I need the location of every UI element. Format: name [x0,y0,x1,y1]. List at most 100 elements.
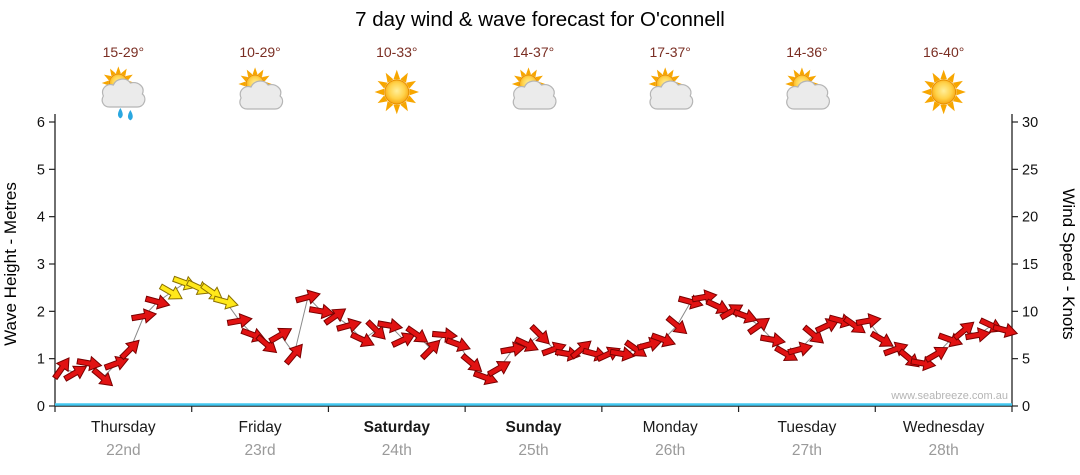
wind-arrow-shape [855,312,882,329]
day-name-label: Sunday [506,419,562,436]
sun-ray [261,75,270,82]
wind-arrow [255,334,278,354]
wind-arrow-shape [650,332,677,348]
left-axis-tick-label: 1 [37,352,45,368]
cloud-shape [786,80,830,110]
day-temperature-label: 14-36° [786,44,827,60]
day-name-label: Friday [239,419,282,436]
day-temperature-label: 16-40° [923,44,964,60]
wind-arrow [131,308,158,324]
wind-arrow [405,325,429,343]
wind-series-layer [52,275,1019,406]
wind-arrow-shape [802,324,825,344]
sun-ray [650,75,659,82]
wind-arrow-shape [336,317,362,334]
raindrop-icon [117,108,123,119]
day-date-label: 23rd [245,442,276,459]
sun-ray [667,69,674,78]
wind-arrow [377,317,404,334]
sun-ray [393,69,401,80]
wind-arrow-shape [952,321,975,341]
wind-arrow-shape [283,343,303,366]
wind-arrow-shape [295,289,321,305]
wind-arrow [349,331,375,348]
wind-arrow [814,318,840,334]
wind-arrow-shape [609,346,636,362]
sun-ray [947,72,955,83]
wind-arrow-shape [103,355,130,371]
wind-arrow [445,337,471,353]
wind-arrow-shape [747,317,771,336]
day-name-label: Monday [643,419,698,436]
sun-ray [804,69,811,78]
wind-arrow-shape [964,327,992,343]
wind-arrow [855,312,882,329]
left-axis-tick-label: 3 [37,257,45,273]
sun-ray [406,95,417,104]
sun-ray [115,66,121,74]
wind-arrow [119,339,140,361]
sun-ray [921,88,932,96]
wind-arrow-shape [486,361,511,378]
sun-icon [374,69,419,115]
cloud-shape [649,80,694,110]
wind-arrow [336,317,362,334]
wind-arrow [691,289,718,305]
sun-ray [110,68,116,77]
left-axis-tick-label: 0 [37,399,45,415]
sun-ray [377,80,388,89]
sun-ray [385,101,394,112]
cloud-shape [239,80,284,110]
right-axis-tick-label: 10 [1022,304,1038,320]
sun-disc [931,79,957,105]
sun-ray [808,75,817,82]
sun-ray [787,75,796,82]
wind-arrow-shape [91,367,114,387]
wind-arrow-shape [185,279,211,296]
cloud-shape [512,80,557,110]
watermark: www.seabreeze.com.au [890,390,1008,402]
weather-icons-layer: 15-29° 10-29° 10-33° 14-37° 17-37° 14-36° 16-4… [101,44,966,121]
wind-arrow [52,357,70,381]
cloud-shape [101,78,146,108]
sun-ray [952,80,963,89]
sun-ray [525,67,532,75]
wind-arrow-shape [377,317,404,334]
wind-arrow [609,346,636,362]
sun-ray [514,75,522,82]
day-temperature-label: 17-37° [650,44,691,60]
day-date-label: 25th [518,442,548,459]
wind-arrow-shape [390,332,416,348]
wind-arrow [869,330,894,347]
sun-disc [384,79,410,105]
sun-ray [409,88,419,96]
sun-ray [400,72,408,83]
sun-ray [393,104,401,115]
wind-arrow [964,327,992,343]
sun-ray [656,69,663,78]
wind-arrow-shape [52,357,70,381]
sun-ray [240,75,249,82]
right-axis-tick-label: 15 [1022,257,1038,273]
sun-ray [956,88,966,96]
sun-ray [374,88,385,96]
day-name-label: Tuesday [777,419,836,436]
wind-arrow [158,283,183,300]
day-date-label: 28th [929,442,959,459]
wind-arrow-shape [405,325,429,343]
sun-ray [793,69,800,78]
sun-ray [377,95,388,104]
wind-arrow-shape [732,308,759,324]
sun-ray [940,69,948,80]
sun-ray [924,80,935,89]
chart-title: 7 day wind & wave forecast for O'connell [355,8,725,31]
wind-arrow-shape [158,283,183,300]
cloud-icon [512,80,557,110]
wind-arrow-shape [445,337,471,353]
wind-arrow-shape [924,346,949,363]
wind-arrow-shape [213,294,239,310]
wind-arrow-shape [759,332,787,348]
sun-icon [921,69,966,115]
wind-arrow-shape [349,331,375,348]
right-axis-tick-label: 5 [1022,352,1030,368]
